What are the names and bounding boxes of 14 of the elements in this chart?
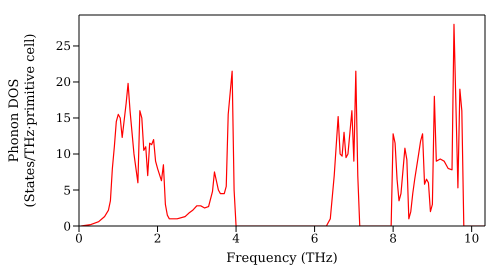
x-tick-label: 10 — [464, 232, 480, 246]
x-tick-label: 2 — [154, 232, 162, 246]
y-tick-label: 0 — [63, 219, 71, 234]
y-tick-label: 15 — [56, 111, 71, 126]
x-tick-label: 4 — [232, 232, 240, 246]
y-tick-label: 25 — [56, 39, 71, 54]
y-tick-label: 5 — [63, 183, 71, 198]
x-axis-title: Frequency (THz) — [226, 251, 338, 266]
y-axis-title: Phonon DOS (States/THz·primitive cell) — [7, 33, 38, 208]
y-tick-label: 10 — [56, 147, 71, 162]
x-tick-label: 8 — [389, 232, 397, 246]
x-tick-label: 6 — [310, 232, 318, 246]
x-tick-label: 0 — [75, 232, 83, 246]
y-tick-label: 20 — [56, 75, 71, 90]
